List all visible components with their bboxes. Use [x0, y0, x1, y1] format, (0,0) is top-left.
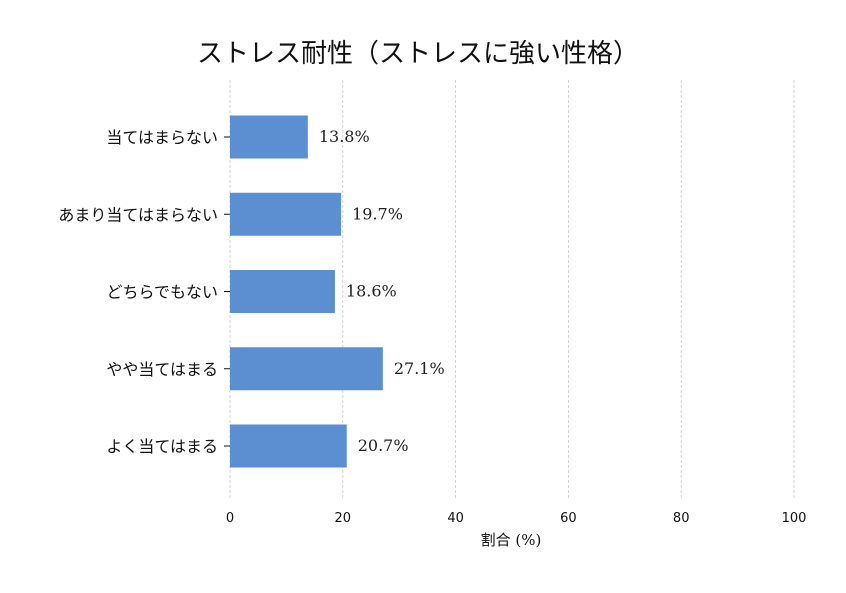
x-tick-label: 100	[782, 511, 807, 526]
data-label: 20.7%	[358, 436, 409, 455]
x-tick-label: 80	[673, 511, 690, 526]
x-tick-label: 20	[335, 511, 352, 526]
bar	[230, 424, 347, 468]
data-label: 13.8%	[319, 127, 370, 146]
category-label: やや当てはまる	[106, 360, 218, 379]
x-tick-label: 0	[226, 511, 234, 526]
bar	[230, 192, 342, 236]
category-label: よく当てはまる	[106, 437, 218, 456]
bars: 当てはまらない 13.8% あまり当てはまらない 19.7% どちらでもない 18.6% や…	[58, 115, 445, 468]
chart-title: ストレス耐性（ストレスに強い性格）	[197, 39, 639, 69]
data-label: 27.1%	[394, 359, 445, 378]
bar	[230, 115, 308, 159]
data-label: 19.7%	[352, 204, 403, 223]
x-axis-ticks: 0 20 40 60 80 100	[226, 511, 807, 526]
category-label: あまり当てはまらない	[58, 205, 218, 224]
x-axis-label: 割合 (%)	[481, 531, 542, 549]
bar	[230, 270, 335, 313]
category-label: どちらでもない	[106, 283, 218, 302]
bar	[230, 347, 383, 391]
data-label: 18.6%	[346, 282, 397, 301]
x-tick-label: 40	[447, 511, 464, 526]
category-label: 当てはまらない	[106, 128, 218, 147]
x-tick-label: 60	[560, 511, 577, 526]
